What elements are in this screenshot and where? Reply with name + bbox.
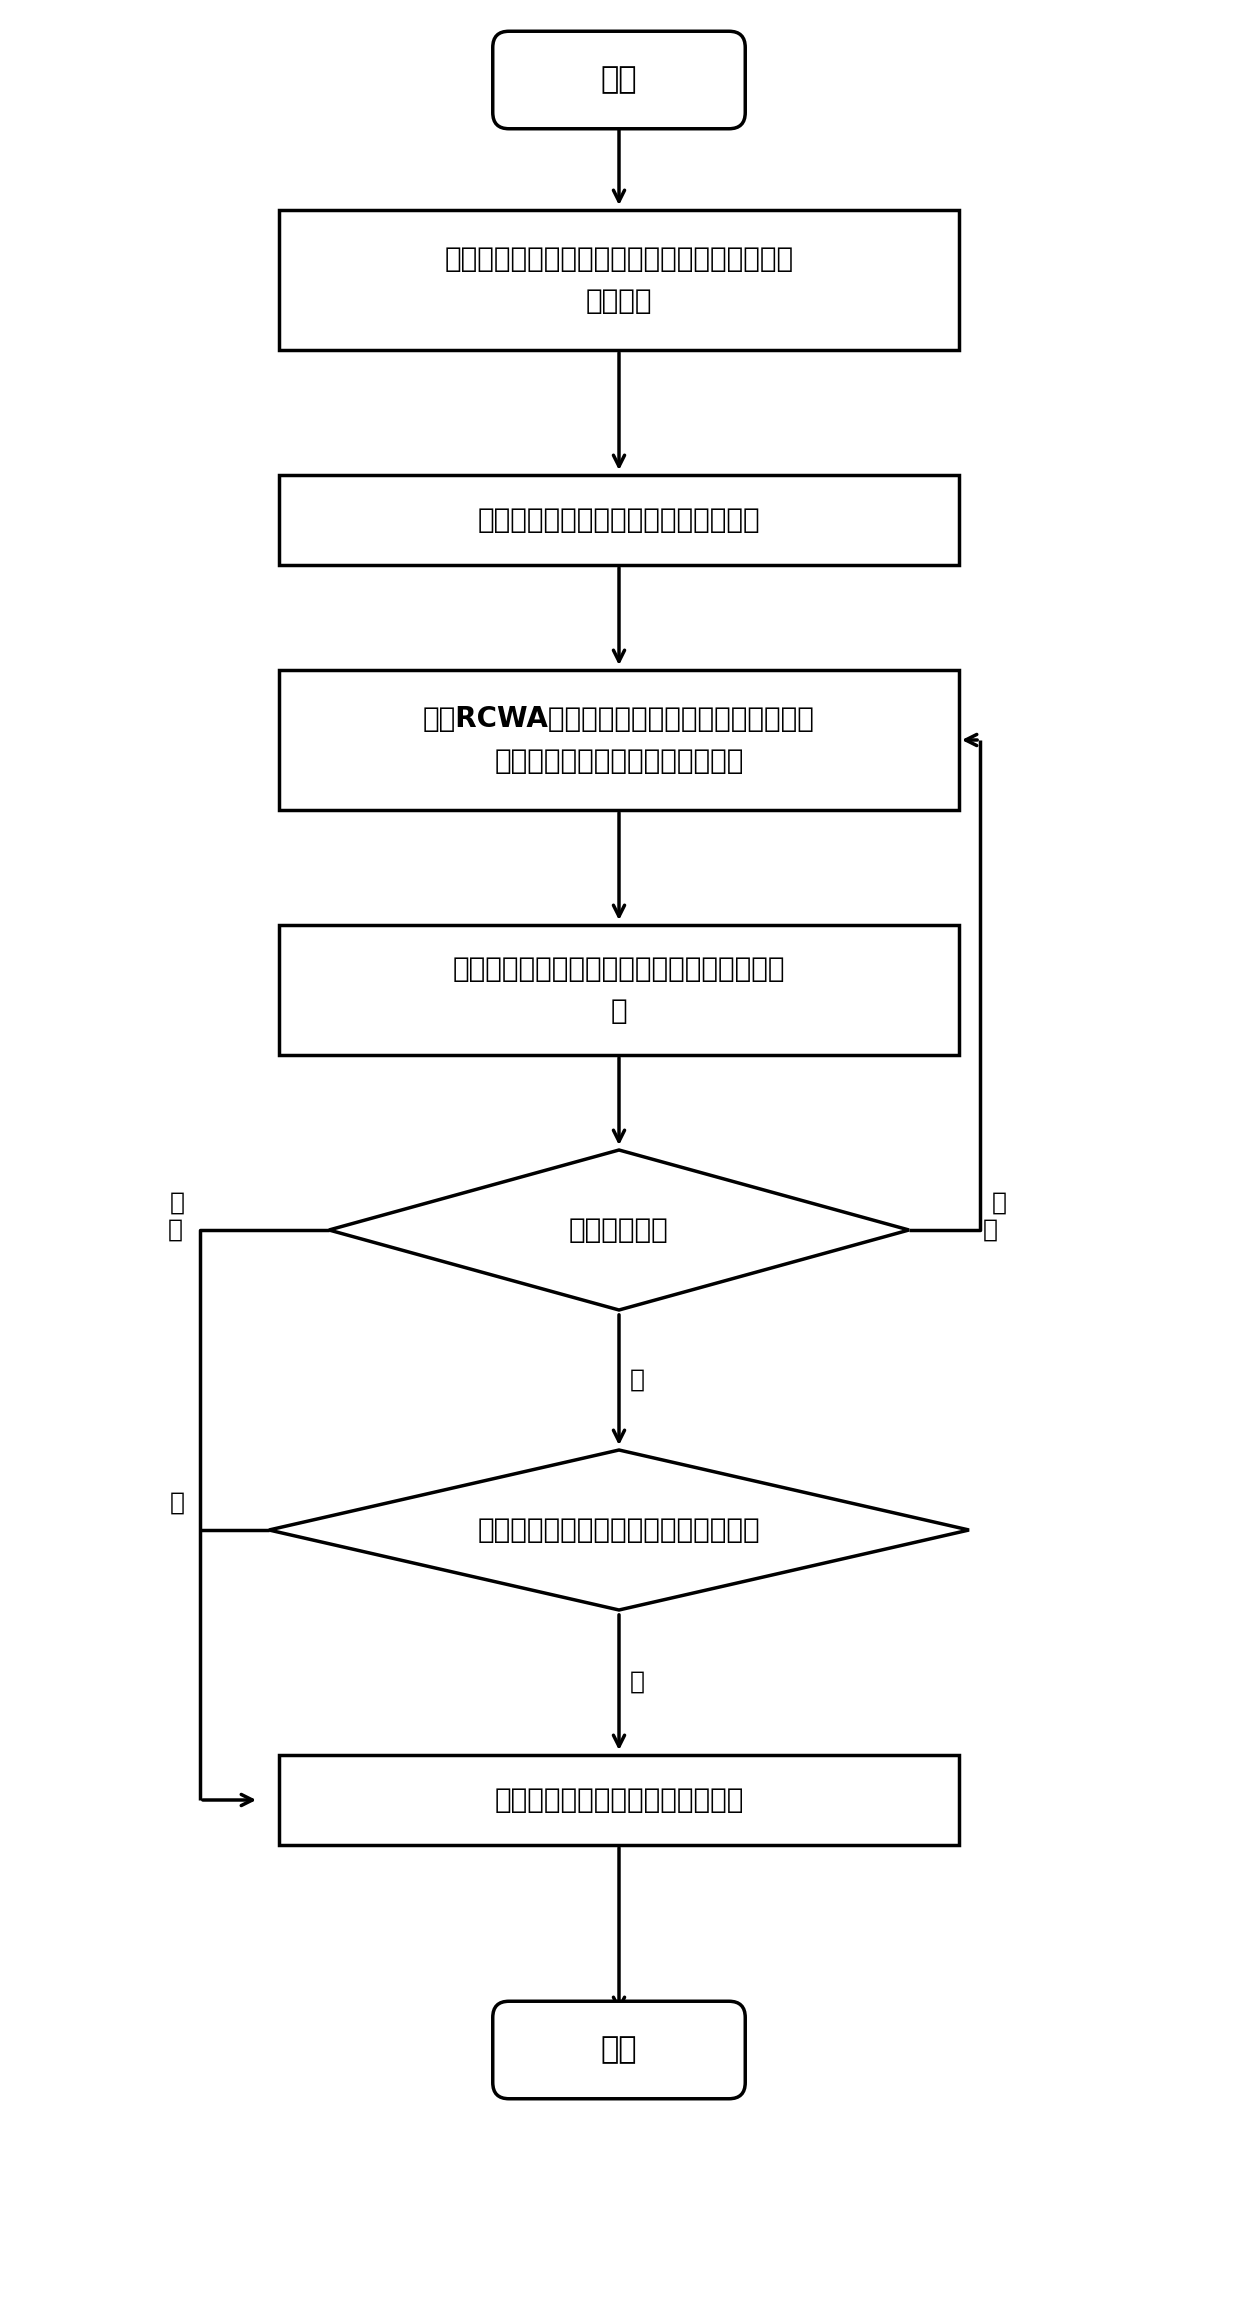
Text: 是否连续几代平均适应度差异小于阈值: 是否连续几代平均适应度差异小于阈值 bbox=[478, 1517, 760, 1544]
Text: 通过交叉，变异，选择算子作用生成新一代群
体: 通过交叉，变异，选择算子作用生成新一代群 体 bbox=[453, 956, 785, 1025]
Text: 选择优化目标及待优化的光栅结构参数，确定适
应度函数: 选择优化目标及待优化的光栅结构参数，确定适 应度函数 bbox=[444, 246, 794, 315]
Polygon shape bbox=[269, 1450, 969, 1611]
Text: 否: 否 bbox=[630, 1367, 645, 1393]
Text: 结束: 结束 bbox=[600, 2036, 638, 2064]
Text: 开始: 开始 bbox=[600, 67, 638, 94]
Text: 是: 是 bbox=[630, 1671, 645, 1694]
Bar bbox=[279, 209, 959, 349]
Bar bbox=[279, 1756, 959, 1845]
Text: 是: 是 bbox=[167, 1218, 182, 1241]
Text: 是否最后一代: 是否最后一代 bbox=[569, 1216, 669, 1243]
FancyBboxPatch shape bbox=[493, 32, 745, 129]
Bar bbox=[279, 476, 959, 565]
Text: 找出所有代中个体适应度最小的值: 找出所有代中个体适应度最小的值 bbox=[494, 1786, 744, 1813]
Bar bbox=[279, 671, 959, 809]
Text: 否: 否 bbox=[983, 1218, 998, 1241]
Text: 否: 否 bbox=[992, 1190, 1006, 1216]
FancyBboxPatch shape bbox=[493, 2002, 745, 2098]
Text: 利用RCWA算法计算个体的目标函数值，记录适
应度最小的个体和群体平均适应度: 利用RCWA算法计算个体的目标函数值，记录适 应度最小的个体和群体平均适应度 bbox=[423, 705, 815, 774]
Bar bbox=[279, 926, 959, 1055]
Text: 是: 是 bbox=[170, 1190, 184, 1216]
Text: 是: 是 bbox=[170, 1491, 184, 1514]
Polygon shape bbox=[329, 1149, 909, 1310]
Text: 随机产生一定量的个体组成初始化群体: 随机产生一定量的个体组成初始化群体 bbox=[478, 506, 760, 533]
